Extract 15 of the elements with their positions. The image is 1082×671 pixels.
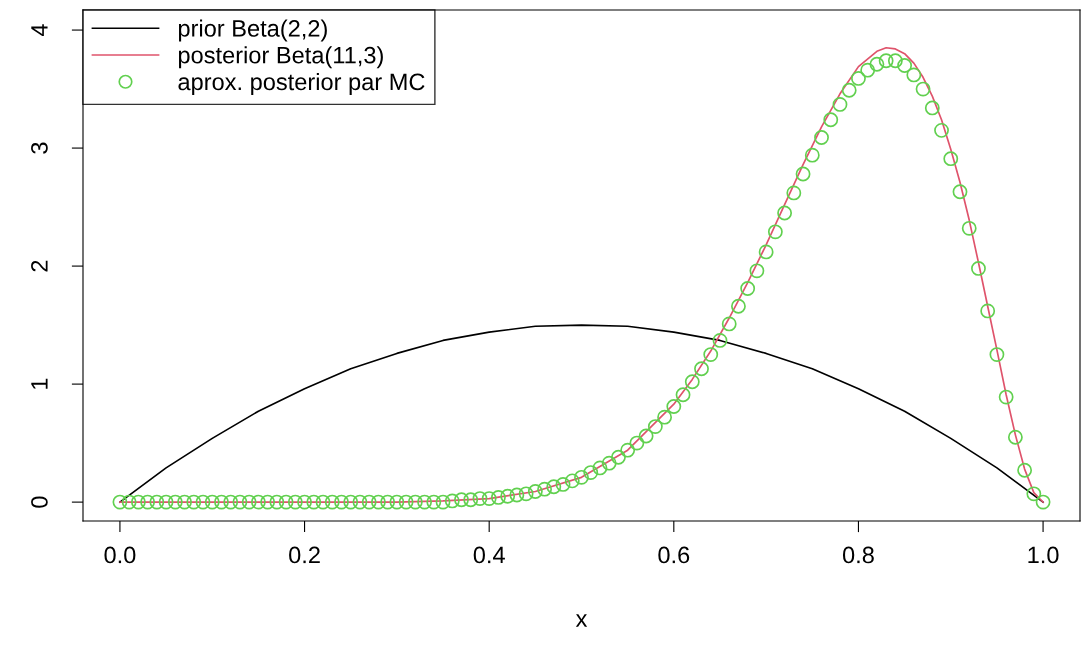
- y-tick-label: 4: [31, 24, 48, 37]
- x-axis-title: x: [575, 614, 588, 627]
- legend-label: posterior Beta(11,3): [178, 46, 383, 69]
- x-tick-label: 1.0: [1028, 546, 1059, 564]
- y-tick-label: 0: [31, 496, 48, 508]
- y-tick-label: 2: [31, 260, 48, 272]
- x-tick-label: 0.8: [842, 546, 874, 564]
- legend-label: aprox. posterior par MC: [178, 72, 425, 95]
- x-tick-label: 0.0: [104, 546, 136, 564]
- legend-label: prior Beta(2,2): [178, 19, 327, 42]
- x-tick-label: 0.2: [289, 546, 320, 564]
- y-tick-label: 3: [31, 142, 48, 154]
- y-tick-label: 1: [31, 378, 48, 389]
- x-tick-label: 0.4: [473, 546, 505, 564]
- x-tick-label: 0.6: [658, 546, 690, 564]
